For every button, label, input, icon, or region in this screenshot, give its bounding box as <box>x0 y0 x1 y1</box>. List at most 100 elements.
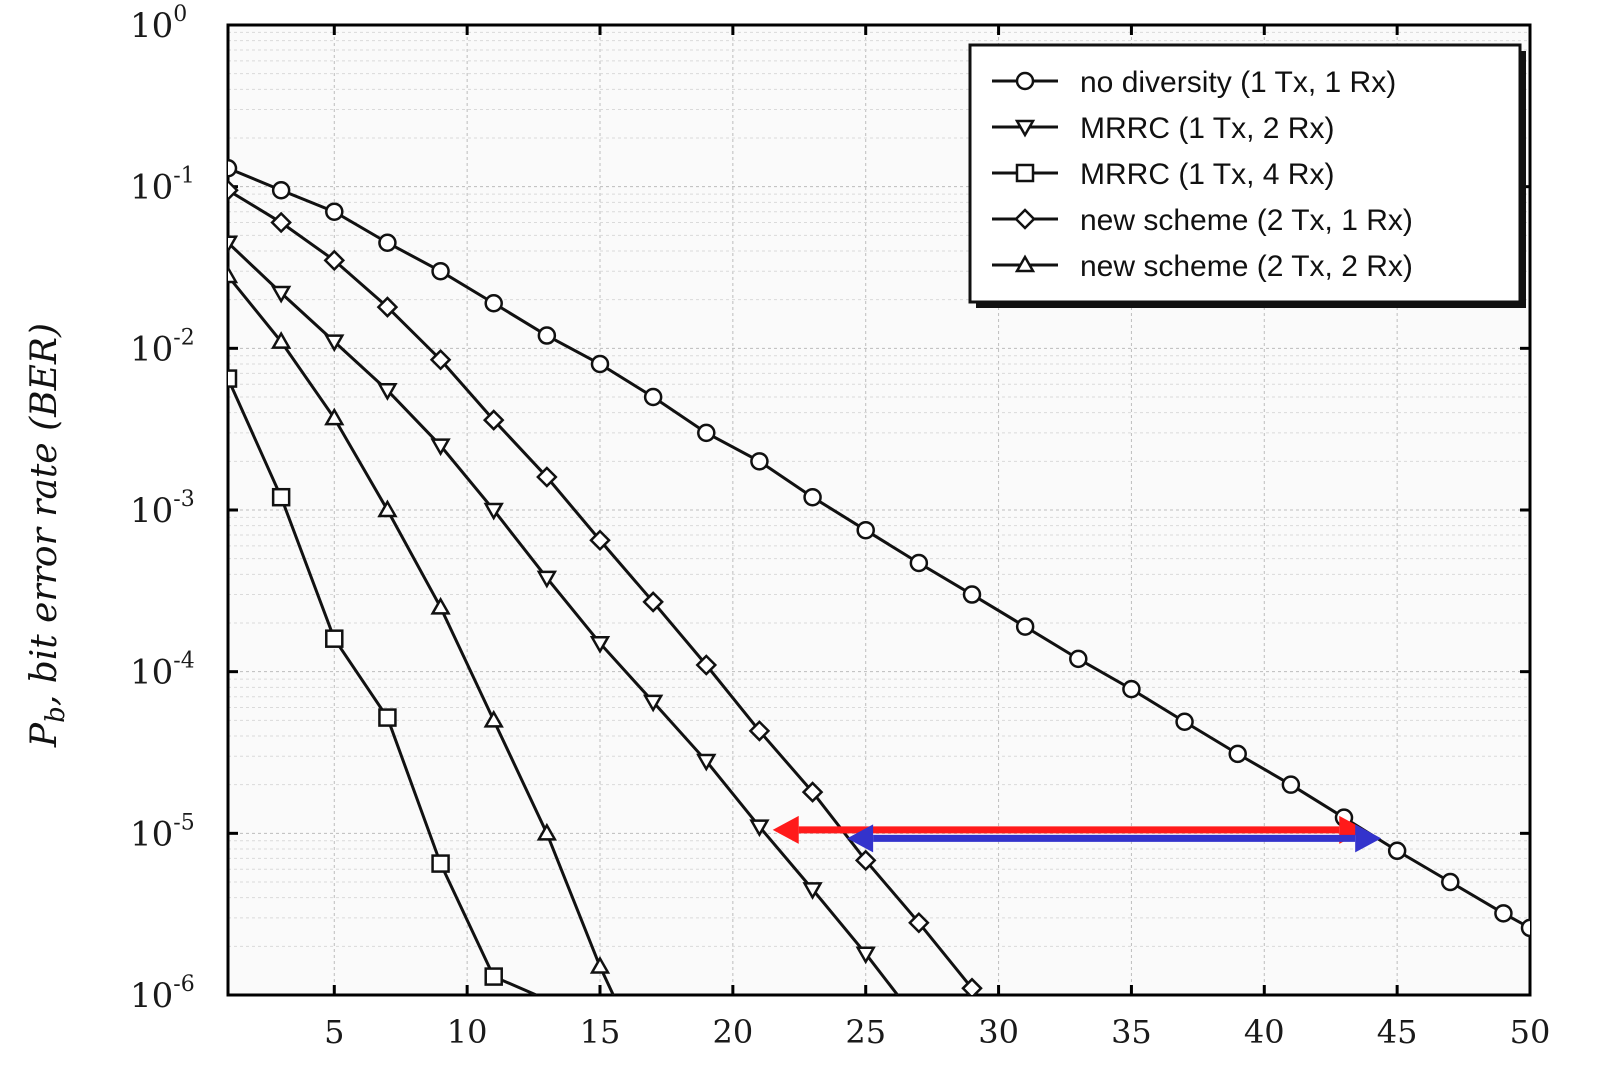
y-tick-label: 100 <box>130 2 187 46</box>
marker-circle <box>1069 649 1088 669</box>
marker-circle <box>228 158 238 178</box>
x-tick-label: 40 <box>1244 1013 1285 1051</box>
red-arrow-head-left <box>772 815 799 844</box>
marker-diamond <box>695 654 718 676</box>
marker-circle <box>803 487 822 507</box>
marker-circle <box>1520 918 1530 938</box>
blue-arrow-head-right <box>1355 824 1382 853</box>
marker-triangle-down <box>642 694 664 713</box>
blue-arrow-head-left <box>847 824 874 853</box>
legend-label: new scheme (2 Tx, 2 Rx) <box>1080 250 1413 283</box>
marker-circle <box>643 387 663 407</box>
marker-circle <box>697 423 716 443</box>
marker-circle <box>271 181 291 200</box>
marker-triangle-down <box>696 753 717 772</box>
x-tick-label: 10 <box>447 1013 488 1051</box>
legend-entry: MRRC (1 Tx, 2 Rx) <box>992 112 1334 145</box>
axes-frame <box>226 23 1532 997</box>
marker-circle <box>909 553 929 573</box>
y-axis-label: Pb, bit error rate (BER) <box>24 323 71 748</box>
marker-diamond <box>228 179 239 202</box>
marker-circle <box>1281 775 1301 794</box>
annotation-layer <box>772 815 1382 853</box>
y-axis-label-sub: b <box>41 706 71 723</box>
marker-triangle-down <box>802 882 823 900</box>
marker-diamond <box>908 911 930 934</box>
marker-triangle-down <box>536 570 558 589</box>
marker-diamond <box>429 348 452 371</box>
marker-triangle-up <box>589 956 611 974</box>
marker-circle <box>590 354 610 374</box>
marker-circle <box>1387 841 1407 861</box>
marker-triangle-up <box>228 265 239 284</box>
marker-triangle-down <box>377 383 398 401</box>
marker-circle <box>484 294 503 313</box>
x-tick-label: 5 <box>324 1013 344 1051</box>
marker-triangle-down <box>270 285 292 304</box>
marker-triangle-down <box>324 334 345 353</box>
marker-square <box>431 854 450 873</box>
marker-diamond <box>376 296 399 318</box>
y-tick-label: 10-2 <box>130 325 195 369</box>
legend-entry: new scheme (2 Tx, 2 Rx) <box>992 250 1413 283</box>
legend-entry: MRRC (1 Tx, 4 Rx) <box>992 158 1334 191</box>
marker-square <box>325 629 344 648</box>
marker-triangle-down <box>483 502 504 521</box>
marker-diamond <box>642 591 664 613</box>
legend-label: new scheme (2 Tx, 1 Rx) <box>1080 204 1413 237</box>
marker-triangle-up <box>483 709 504 728</box>
x-tick-label: 15 <box>580 1013 621 1051</box>
marker-square <box>1015 163 1035 183</box>
marker-circle <box>537 326 557 345</box>
y-tick-label: 10-5 <box>130 810 195 854</box>
x-tick-label: 45 <box>1377 1013 1418 1051</box>
y-tick-label: 10-1 <box>130 164 195 208</box>
marker-diamond <box>961 977 983 995</box>
marker-circle <box>1015 617 1035 636</box>
marker-diamond <box>748 720 771 742</box>
y-tick-label: 10-4 <box>130 649 195 693</box>
marker-circle <box>378 233 397 252</box>
marker-diamond <box>589 529 611 552</box>
marker-square <box>228 369 238 388</box>
x-tick-label: 25 <box>845 1013 886 1051</box>
series-5 <box>228 265 615 995</box>
marker-diamond <box>536 466 558 488</box>
marker-diamond <box>270 211 292 234</box>
marker-circle <box>1122 679 1141 699</box>
legend-entry: no diversity (1 Tx, 1 Rx) <box>992 66 1396 99</box>
series-4 <box>228 179 983 995</box>
marker-triangle-up <box>536 822 558 841</box>
marker-triangle-down <box>749 819 770 838</box>
x-tick-label: 30 <box>978 1013 1019 1051</box>
legend-entry: new scheme (2 Tx, 1 Rx) <box>992 204 1413 237</box>
marker-circle <box>1441 872 1460 892</box>
marker-diamond <box>1014 208 1036 230</box>
marker-triangle-up <box>377 499 398 518</box>
marker-triangle-down <box>228 235 239 254</box>
y-axis-label-rest: , bit error rate (BER) <box>24 323 65 706</box>
y-axis-label-prefix: P <box>24 722 65 748</box>
series-2 <box>228 235 899 995</box>
marker-square <box>271 487 291 507</box>
marker-triangle-down <box>589 635 611 654</box>
marker-triangle-down <box>430 438 451 457</box>
marker-triangle-up <box>324 407 345 426</box>
legend-label: no diversity (1 Tx, 1 Rx) <box>1080 66 1396 99</box>
marker-diamond <box>801 781 824 803</box>
marker-square <box>378 708 397 727</box>
marker-triangle-up <box>1014 254 1036 273</box>
y-tick-label: 10-6 <box>130 972 195 1016</box>
marker-circle <box>1228 744 1247 764</box>
marker-diamond <box>323 249 346 272</box>
legend: no diversity (1 Tx, 1 Rx) MRRC (1 Tx, 2 R… <box>968 43 1526 308</box>
marker-square <box>484 967 503 986</box>
x-tick-label: 50 <box>1510 1013 1551 1051</box>
marker-circle <box>962 585 982 604</box>
series-line <box>228 166 1530 930</box>
x-tick-label: 35 <box>1111 1013 1152 1051</box>
blue-arrow <box>847 824 1382 853</box>
marker-circle <box>856 520 875 540</box>
marker-triangle-down <box>1014 119 1036 138</box>
